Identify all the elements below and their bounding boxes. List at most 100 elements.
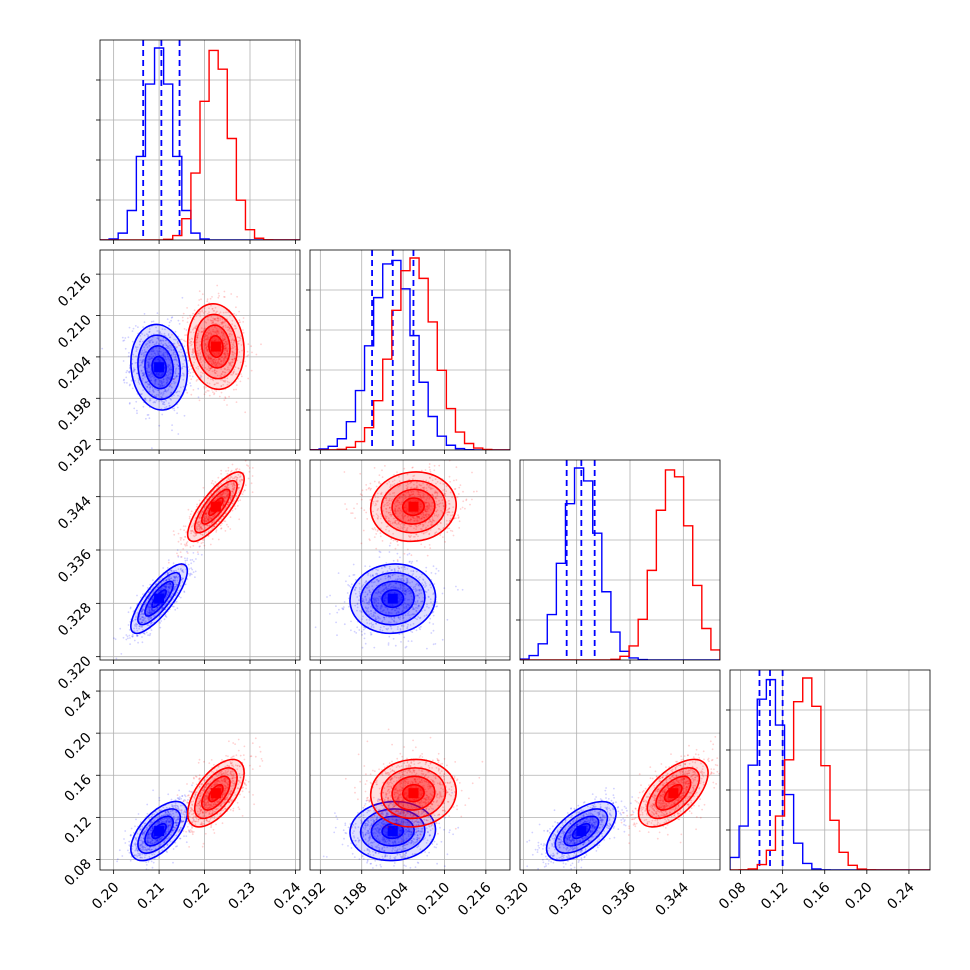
scatter-point <box>150 611 153 614</box>
scatter-point <box>407 590 410 593</box>
scatter-point <box>455 479 458 481</box>
scatter-point <box>379 628 382 631</box>
scatter-point <box>392 573 395 576</box>
scatter-point <box>442 489 444 492</box>
scatter-point <box>424 581 426 583</box>
scatter-point <box>237 500 240 502</box>
scatter-point <box>211 359 214 361</box>
scatter-point <box>224 320 226 322</box>
scatter-point <box>213 339 216 342</box>
scatter-point <box>429 477 431 479</box>
scatter-point <box>387 511 390 514</box>
scatter-point <box>432 610 435 613</box>
scatter-point <box>234 373 237 376</box>
scatter-point <box>168 364 171 367</box>
scatter-point <box>113 637 115 640</box>
scatter-point <box>195 534 197 536</box>
scatter-point <box>409 590 412 593</box>
scatter-point <box>214 354 216 357</box>
scatter-point <box>174 581 177 584</box>
scatter-point <box>198 349 201 352</box>
scatter-point <box>135 346 138 349</box>
scatter-point <box>222 491 225 494</box>
scatter-point <box>392 585 395 587</box>
scatter-point <box>205 519 207 522</box>
scatter-point <box>207 518 209 520</box>
scatter-point <box>151 447 153 450</box>
scatter-point <box>150 371 153 373</box>
scatter-point <box>183 359 186 362</box>
scatter-point <box>377 602 379 604</box>
scatter-point <box>141 610 143 613</box>
scatter-point <box>154 379 157 381</box>
scatter-point <box>220 375 223 378</box>
scatter-point <box>203 524 205 527</box>
scatter-point <box>406 588 409 591</box>
scatter-point <box>402 603 405 606</box>
scatter-point <box>179 585 182 587</box>
scatter-point <box>384 497 387 499</box>
scatter-point <box>184 340 187 343</box>
scatter-point <box>207 356 210 358</box>
scatter-point <box>365 580 367 583</box>
scatter-point <box>148 634 151 637</box>
scatter-point <box>238 479 241 482</box>
scatter-point <box>172 378 175 380</box>
scatter-point <box>220 328 223 331</box>
scatter-point <box>211 361 213 364</box>
scatter-point <box>413 603 416 605</box>
scatter-point <box>408 598 410 601</box>
scatter-point <box>201 310 204 313</box>
scatter-point <box>216 319 219 322</box>
scatter-point <box>175 585 178 588</box>
scatter-point <box>410 603 412 605</box>
scatter-point <box>214 361 217 364</box>
scatter-point <box>164 614 167 616</box>
scatter-point <box>377 589 380 591</box>
scatter-point <box>131 636 134 638</box>
scatter-point <box>129 606 132 609</box>
scatter-point <box>148 331 151 334</box>
scatter-point <box>213 383 216 386</box>
scatter-point <box>400 598 402 601</box>
scatter-point <box>225 506 227 509</box>
scatter-point <box>408 604 411 607</box>
scatter-point <box>235 469 238 471</box>
scatter-point <box>148 341 151 343</box>
scatter-point <box>215 529 218 532</box>
scatter-point <box>207 336 210 339</box>
scatter-point <box>164 355 166 358</box>
scatter-point <box>151 339 153 341</box>
scatter-point <box>232 491 235 494</box>
scatter-point <box>380 522 383 524</box>
scatter-point <box>392 605 394 607</box>
scatter-point <box>176 552 178 555</box>
scatter-point <box>350 512 352 514</box>
scatter-point <box>215 331 218 334</box>
scatter-point <box>400 522 403 525</box>
scatter-point <box>354 578 357 581</box>
scatter-point <box>165 358 168 361</box>
scatter-point <box>134 625 137 627</box>
scatter-point <box>194 570 197 573</box>
scatter-point <box>203 519 206 522</box>
scatter-point <box>212 379 215 382</box>
scatter-point <box>133 639 136 642</box>
scatter-point <box>399 570 402 573</box>
scatter-point <box>207 518 210 521</box>
scatter-point <box>201 533 204 536</box>
scatter-point <box>372 574 374 577</box>
scatter-point <box>206 316 209 319</box>
scatter-point <box>180 344 183 346</box>
scatter-point <box>151 357 153 359</box>
scatter-point <box>235 327 238 330</box>
scatter-point <box>399 618 401 621</box>
density-peak <box>210 501 221 512</box>
scatter-point <box>247 477 250 480</box>
scatter-point <box>170 368 173 370</box>
scatter-point <box>132 327 135 330</box>
scatter-point <box>162 391 165 393</box>
panel-frame <box>99 39 301 241</box>
scatter-point <box>212 330 215 333</box>
scatter-point <box>389 587 392 590</box>
